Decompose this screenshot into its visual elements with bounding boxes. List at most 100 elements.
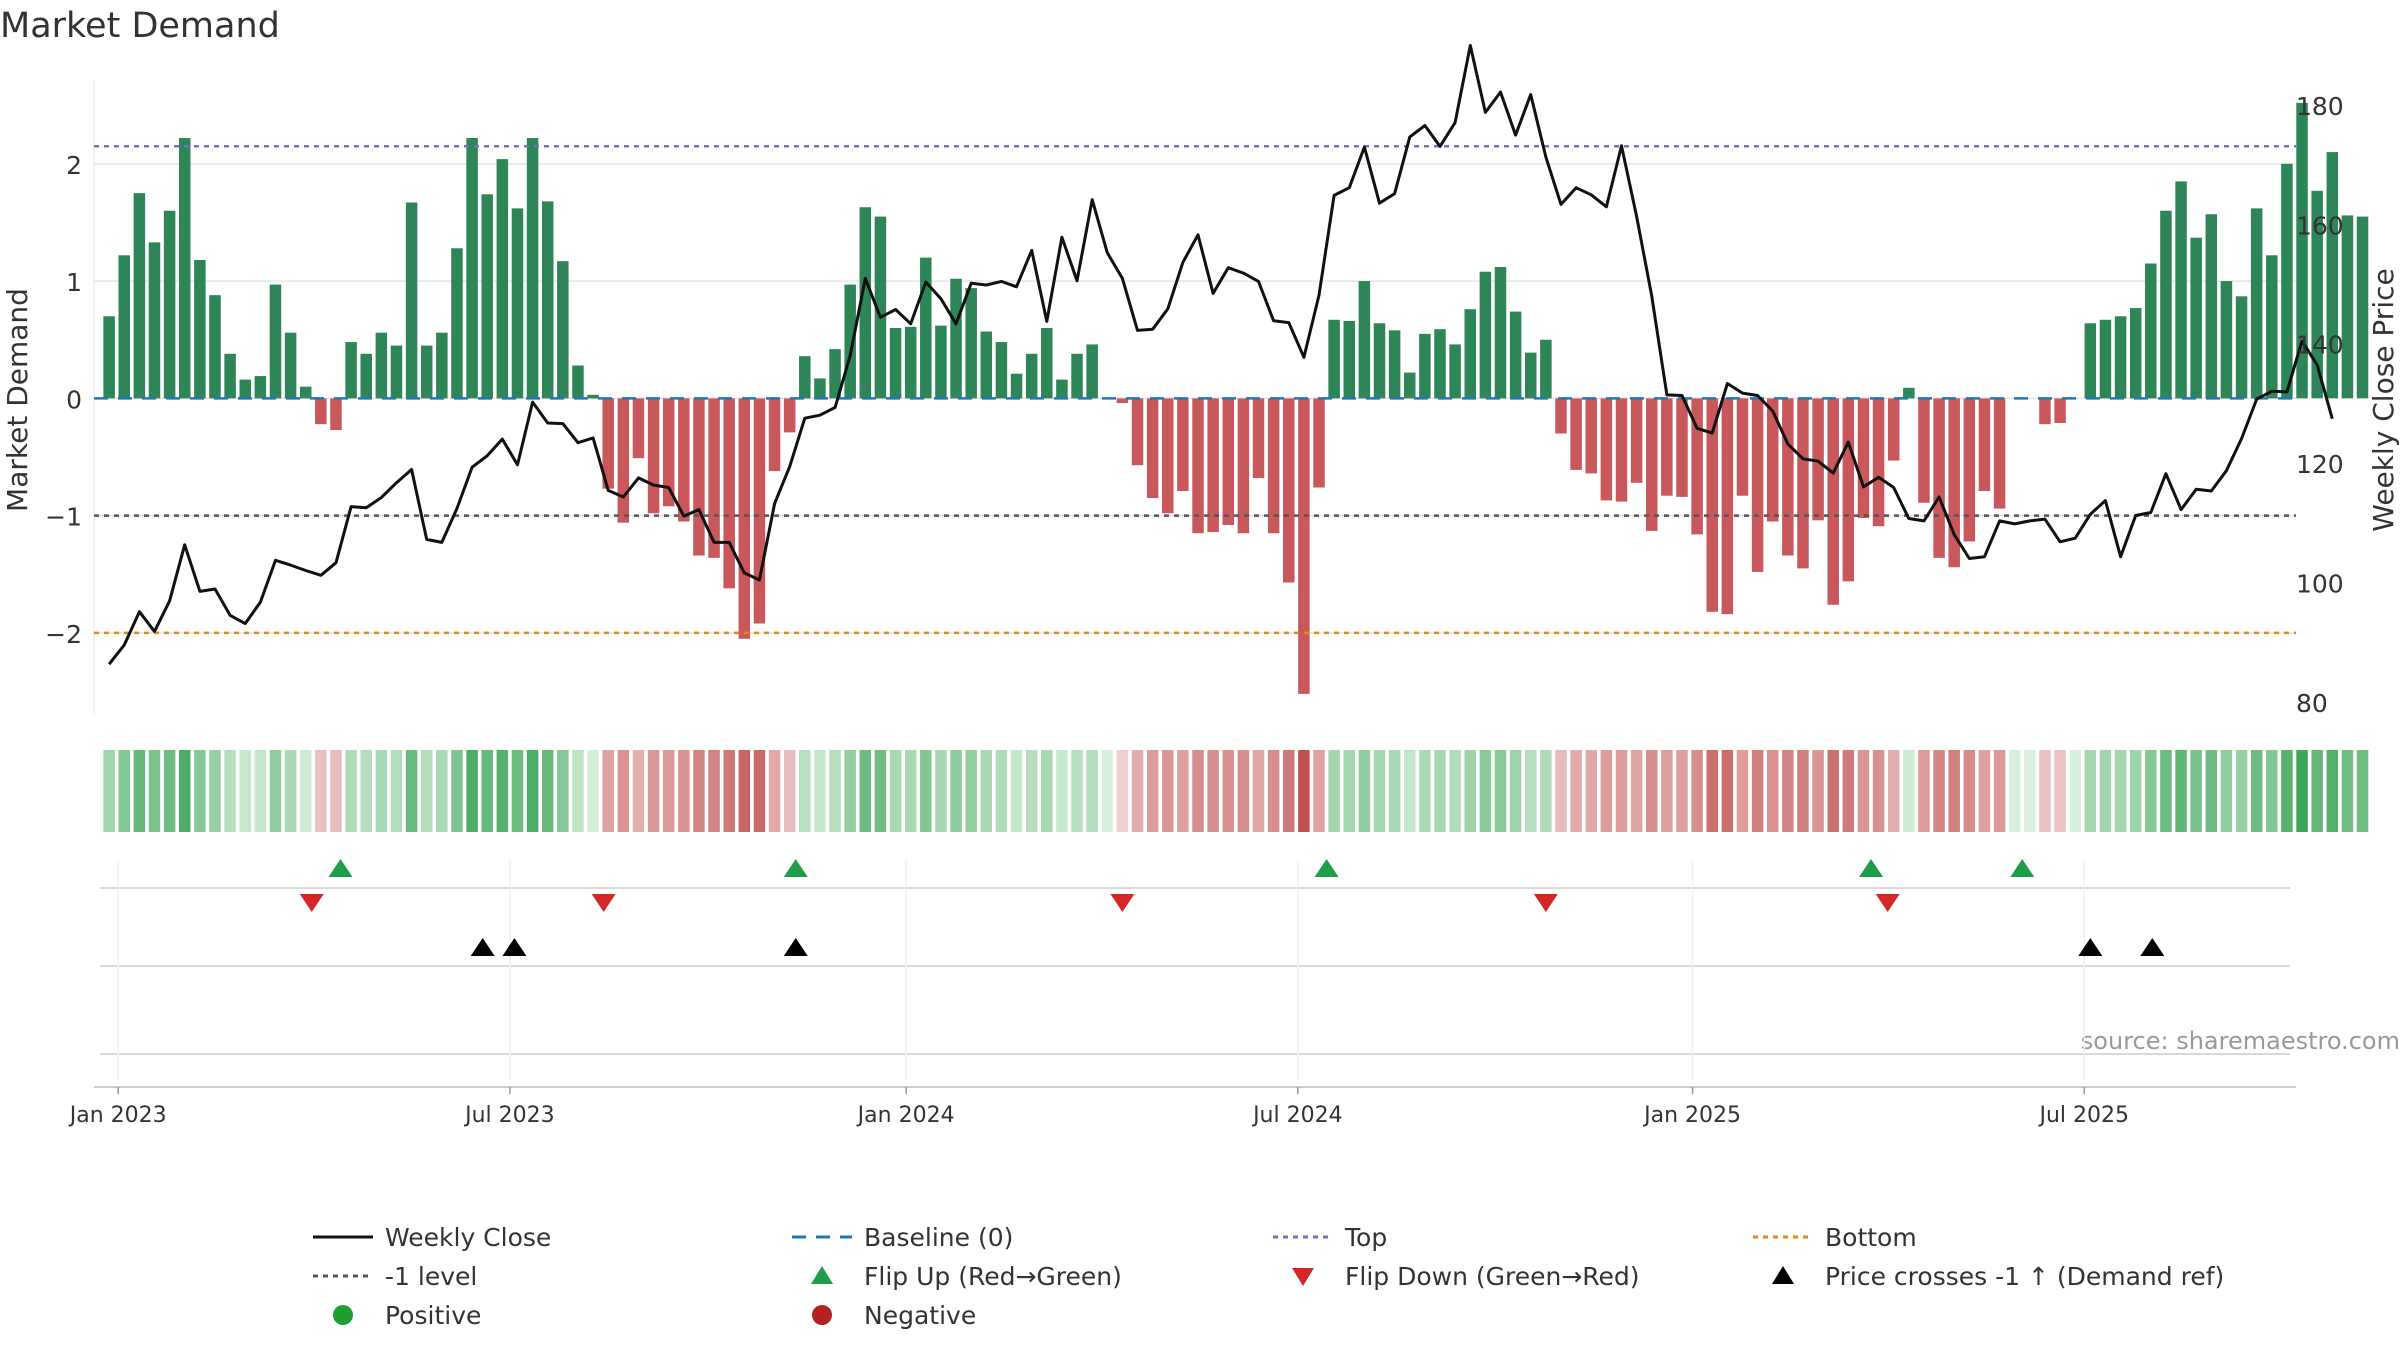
demand-bar-positive xyxy=(1388,330,1401,399)
heat-cell xyxy=(1404,750,1416,832)
heat-cell xyxy=(844,750,856,832)
heat-cell xyxy=(330,750,342,832)
demand-bar-negative xyxy=(1842,398,1855,582)
x-axis-ticks: Jan 2023 Jul 2023 Jan 2024 Jul 2024 Jan 2025… xyxy=(68,1087,2129,1128)
heat-cell xyxy=(2235,750,2248,832)
demand-bar-negative xyxy=(1661,398,1673,496)
heat-cell xyxy=(209,750,221,832)
demand-bar-negative xyxy=(1857,398,1870,518)
heat-cell xyxy=(2356,750,2369,832)
flip-up-marker xyxy=(1859,859,1884,877)
heat-cell xyxy=(541,750,554,832)
demand-bar-positive xyxy=(889,328,902,399)
heat-cell xyxy=(345,750,357,832)
demand-bar-positive xyxy=(284,332,297,399)
demand-bar-positive xyxy=(194,259,206,399)
demand-bar-negative xyxy=(1751,398,1764,572)
y-tick-label: −2 xyxy=(45,620,82,649)
flip-up-marker xyxy=(783,859,808,877)
heat-cell xyxy=(753,750,766,832)
legend-label: Bottom xyxy=(1825,1223,1917,1252)
heat-cell xyxy=(405,750,418,832)
demand-bar-negative xyxy=(1146,398,1159,499)
heat-cell xyxy=(269,750,282,832)
heat-cell xyxy=(980,750,993,832)
y2-tick-label: 180 xyxy=(2296,92,2344,121)
demand-bar-positive xyxy=(2266,255,2278,399)
heat-cell xyxy=(814,750,826,832)
demand-bar-positive xyxy=(859,207,872,399)
weekly-close-line xyxy=(107,44,2334,666)
demand-bar-positive xyxy=(1041,328,1053,399)
demand-bar-positive xyxy=(269,284,282,399)
demand-bar-positive xyxy=(995,342,1008,399)
flip-up-marker xyxy=(1314,859,1339,877)
heat-cell xyxy=(148,750,161,832)
heat-cell xyxy=(1691,750,1703,832)
heat-cell xyxy=(1540,750,1552,832)
heat-cell xyxy=(1328,750,1340,832)
demand-bar-positive xyxy=(2220,281,2233,399)
flip-down-marker xyxy=(1533,894,1558,912)
legend-label: Weekly Close xyxy=(385,1223,551,1252)
heat-cell xyxy=(1388,750,1401,832)
heat-cell xyxy=(1010,750,1023,832)
heat-cell xyxy=(1933,750,1945,832)
demand-bar-positive xyxy=(2145,263,2157,399)
heat-cell xyxy=(1086,750,1098,832)
heat-cell xyxy=(239,750,251,832)
heat-cell xyxy=(360,750,372,832)
flip-down-marker xyxy=(299,894,324,912)
demand-bar-negative xyxy=(1782,398,1794,556)
heat-cell xyxy=(1146,750,1159,832)
heat-cell xyxy=(118,750,130,832)
legend-label: Price crosses -1 ↑ (Demand ref) xyxy=(1825,1262,2224,1291)
demand-bar-negative xyxy=(1721,398,1734,615)
y2-axis-label: Weekly Close Price xyxy=(2367,268,2400,531)
demand-bar-positive xyxy=(390,345,403,399)
heat-cell xyxy=(511,750,524,832)
heat-cell xyxy=(723,750,735,832)
heat-cell xyxy=(1842,750,1855,832)
demand-bar-negative xyxy=(1131,398,1144,466)
demand-bar-positive xyxy=(1524,352,1537,399)
demand-bar-negative xyxy=(1993,398,2006,509)
legend-label: Flip Down (Green→Red) xyxy=(1345,1262,1640,1291)
legend-key-dot xyxy=(333,1305,353,1325)
heat-cell xyxy=(2069,750,2081,832)
heat-cell xyxy=(1025,750,1038,832)
demand-bar-positive xyxy=(360,353,372,399)
heat-cell xyxy=(1373,750,1386,832)
demand-bar-negative xyxy=(315,398,327,425)
demand-bar-positive xyxy=(1025,353,1038,399)
demand-bar-negative xyxy=(1207,398,1219,533)
heat-cell xyxy=(904,750,917,832)
demand-bar-negative xyxy=(1600,398,1613,501)
heat-cell xyxy=(2281,750,2293,832)
heat-cell xyxy=(2039,750,2051,832)
demand-bar-positive xyxy=(1494,267,1507,399)
heat-cell xyxy=(1343,750,1356,832)
heat-cell xyxy=(284,750,297,832)
demand-bar-positive xyxy=(572,365,584,399)
demand-bar-positive xyxy=(844,284,856,399)
demand-bar-positive xyxy=(254,376,267,399)
heat-cell xyxy=(1162,750,1174,832)
demand-bar-positive xyxy=(375,332,388,399)
demand-bar-negative xyxy=(1797,398,1809,569)
heat-cell xyxy=(2175,750,2187,832)
demand-bar-negative xyxy=(1267,398,1280,534)
legend-label: Top xyxy=(1344,1223,1387,1252)
heat-cell xyxy=(1056,750,1068,832)
heat-cell xyxy=(1797,750,1809,832)
x-tick-label: Jan 2023 xyxy=(68,1103,167,1128)
demand-bar-positive xyxy=(829,349,841,399)
heat-cell xyxy=(1222,750,1235,832)
heat-cell xyxy=(995,750,1008,832)
demand-bar-positive xyxy=(118,255,130,399)
legend-label: -1 level xyxy=(385,1262,477,1291)
heat-cell xyxy=(1041,750,1053,832)
heat-cell xyxy=(617,750,630,832)
heat-cell xyxy=(2008,750,2021,832)
demand-bar-negative xyxy=(1948,398,1960,568)
